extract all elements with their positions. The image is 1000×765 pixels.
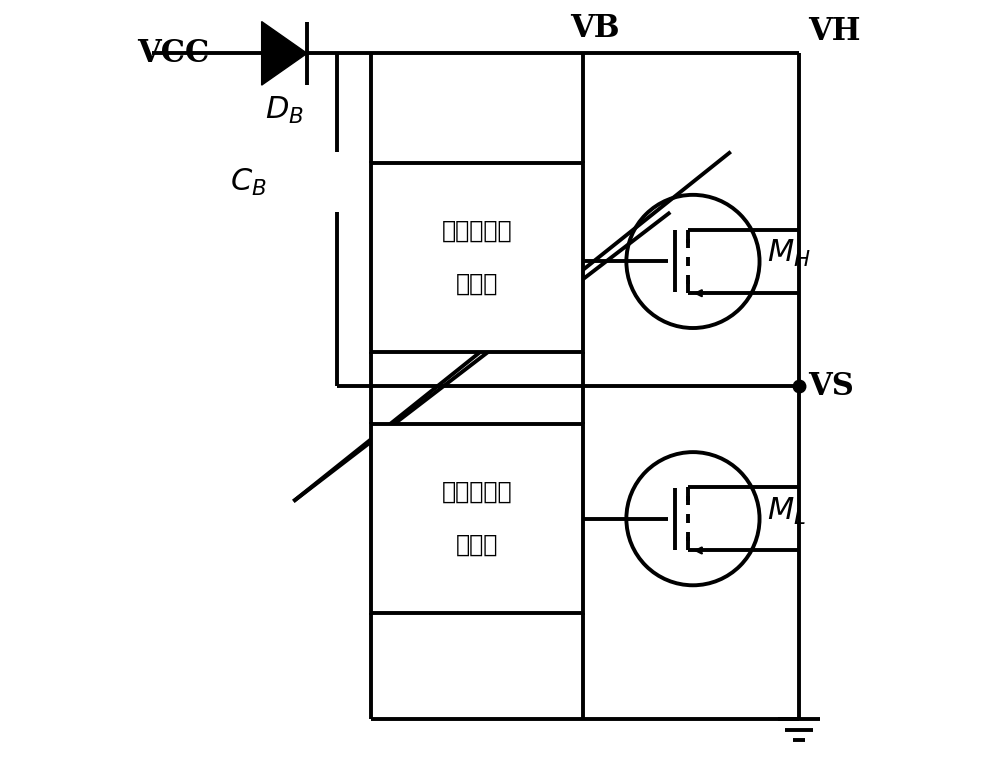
Text: 低压侧栊驱: 低压侧栊驱 xyxy=(442,480,513,504)
Bar xyxy=(371,163,583,352)
Text: 高压侧栊驱: 高压侧栊驱 xyxy=(442,219,513,243)
Text: $D_B$: $D_B$ xyxy=(265,95,304,125)
Text: 动电路: 动电路 xyxy=(456,533,498,557)
Polygon shape xyxy=(262,21,307,85)
Text: $M_H$: $M_H$ xyxy=(767,239,811,269)
Text: 动电路: 动电路 xyxy=(456,272,498,296)
Text: $C_B$: $C_B$ xyxy=(230,167,266,197)
Text: VS: VS xyxy=(808,371,854,402)
Text: VH: VH xyxy=(808,16,860,47)
Text: $M_L$: $M_L$ xyxy=(767,496,806,526)
Text: VB: VB xyxy=(570,13,619,44)
Bar xyxy=(371,424,583,614)
Text: VCC: VCC xyxy=(137,37,209,69)
